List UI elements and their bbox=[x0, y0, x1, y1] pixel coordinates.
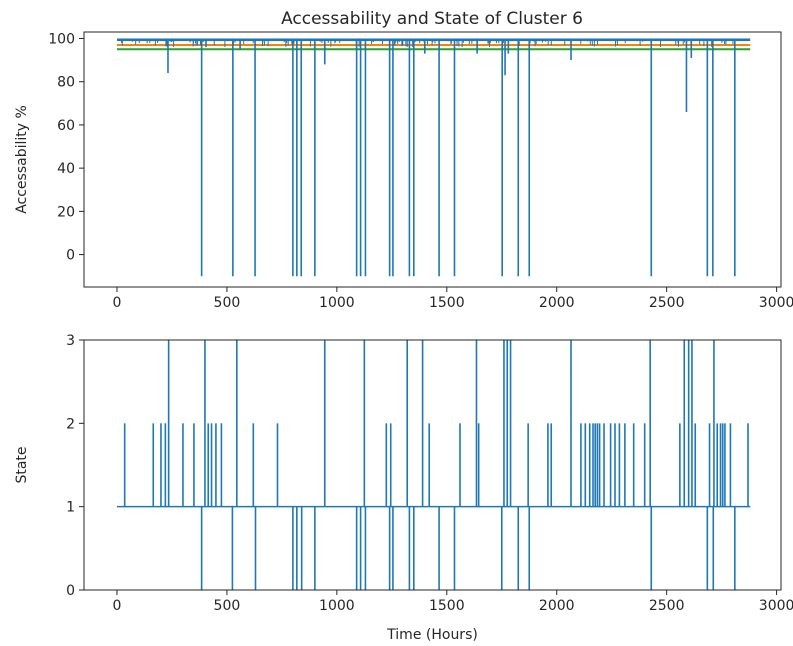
bottom-xtick-label: 3000 bbox=[759, 598, 793, 614]
bottom-xtick-label: 0 bbox=[113, 598, 122, 614]
top-ytick-label: 40 bbox=[57, 161, 75, 177]
bottom-xtick-label: 2500 bbox=[649, 598, 685, 614]
bottom-xlabel: Time (Hours) bbox=[386, 627, 478, 643]
bottom-ylabel: State bbox=[14, 446, 30, 483]
top-xtick-label: 2000 bbox=[539, 295, 575, 311]
top-ytick-label: 20 bbox=[57, 204, 75, 220]
bottom-xtick-label: 1000 bbox=[319, 598, 355, 614]
accessability-baseline bbox=[116, 38, 751, 42]
bottom-axes-frame bbox=[83, 339, 782, 591]
top-xtick-label: 3000 bbox=[759, 295, 793, 311]
bottom-xtick-label: 500 bbox=[214, 598, 241, 614]
top-ytick-label: 100 bbox=[48, 31, 75, 47]
bottom-ytick-label: 2 bbox=[66, 416, 75, 432]
top-xtick-label: 1500 bbox=[429, 295, 465, 311]
bottom-xtick-label: 2000 bbox=[539, 598, 575, 614]
top-ytick-label: 0 bbox=[66, 248, 75, 264]
top-plot-area bbox=[116, 38, 751, 277]
top-xtick-label: 0 bbox=[113, 295, 122, 311]
top-xtick-label: 1000 bbox=[319, 295, 355, 311]
top-axes: 0 500 1000 1500 2000 2500 3000 0 20 40 60 80 100 Acce… bbox=[14, 31, 793, 311]
chart-title: Accessability and State of Cluster 6 bbox=[281, 9, 583, 29]
top-ylabel: Accessability % bbox=[14, 105, 30, 214]
bottom-xtick-label: 1500 bbox=[429, 598, 465, 614]
bottom-ytick-label: 0 bbox=[66, 583, 75, 599]
top-ytick-label: 80 bbox=[57, 75, 75, 91]
top-xtick-label: 500 bbox=[214, 295, 241, 311]
top-xtick-label: 2500 bbox=[649, 295, 685, 311]
top-ytick-label: 60 bbox=[57, 118, 75, 134]
bottom-ytick-label: 3 bbox=[66, 333, 75, 349]
bottom-axes: 0 500 1000 1500 2000 2500 3000 0 1 2 3 State Time (H… bbox=[14, 333, 793, 643]
bottom-ytick-label: 1 bbox=[66, 500, 75, 516]
top-axes-frame bbox=[83, 31, 782, 288]
bottom-plot-area bbox=[116, 340, 751, 590]
